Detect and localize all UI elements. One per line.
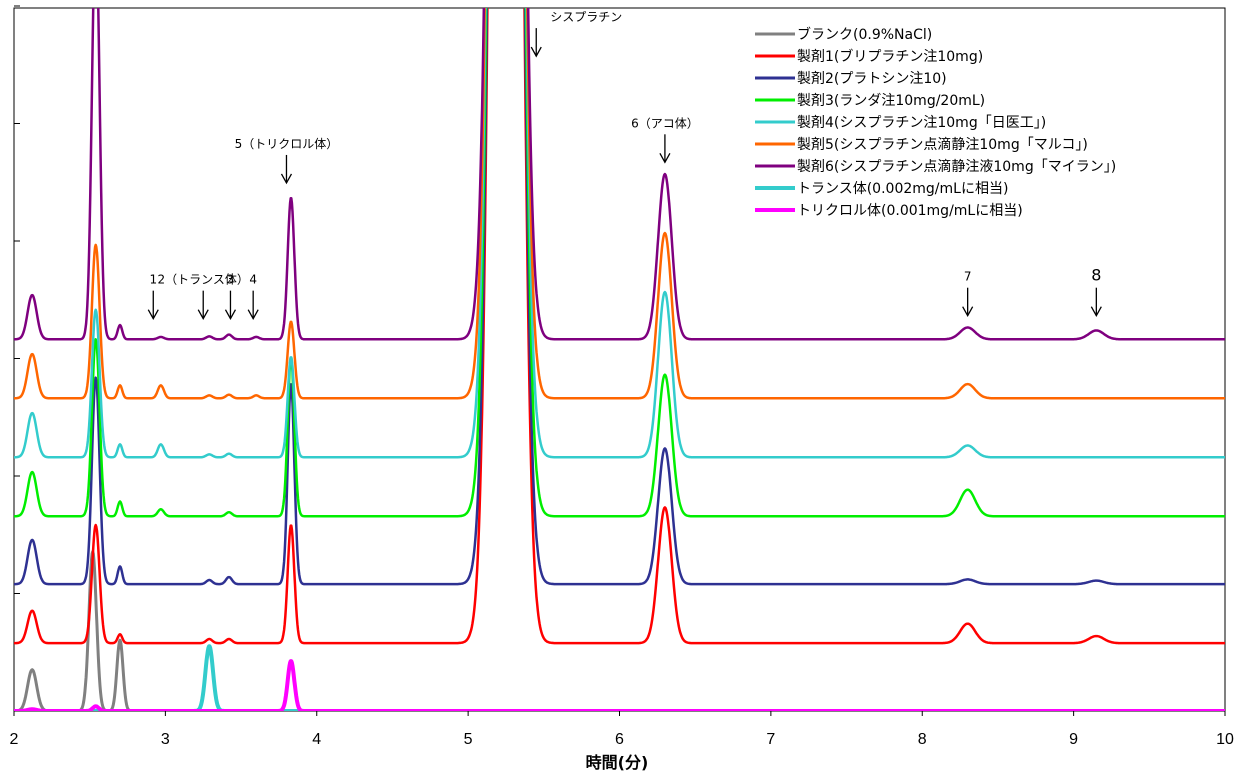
x-tick-label: 8 [918,731,927,748]
legend-entry: トランス体(0.002mg/mLに相当) [797,181,1008,197]
x-tick-label: 5 [464,731,473,748]
annotation-arrowhead [147,309,159,320]
annotation-label: 1 [149,273,157,287]
annotation-label: 8 [1091,266,1101,285]
series-line [14,644,1225,711]
annotation-label: シスプラチン [550,10,622,24]
annotation-arrowhead [280,173,293,185]
x-axis-title: 時間(分) [586,753,649,772]
annotation-label: 7 [964,270,972,284]
series-line [14,8,1225,459]
annotation-arrowhead [530,46,542,58]
series-line [14,8,1225,518]
legend-entry: 製剤5(シスプラチン点滴静注10mg「マルコ」) [797,136,1088,153]
annotation-arrowhead [962,306,974,318]
series-line [14,8,1225,645]
annotation-arrowhead [197,309,209,320]
x-tick-label: 4 [312,731,321,748]
series-line [14,8,1225,400]
x-tick-label: 2 [10,731,19,748]
series-line [14,8,1225,586]
legend: ブランク(0.9%NaCl) 製剤1(ブリプラチン注10mg) 製剤2(プラトシン注… [755,26,1116,219]
x-axis-ticks: 2 3 4 5 6 7 8 9 10 [10,711,1234,748]
series-line [14,550,1225,711]
legend-entry: 製剤4(シスプラチン注10mg「日医工」) [797,115,1046,131]
x-tick-label: 7 [766,731,775,748]
x-tick-label: 10 [1216,731,1234,748]
annotation-label: 2（トランス体） [158,273,249,287]
legend-entry: 製剤1(ブリプラチン注10mg) [797,48,983,65]
x-tick-label: 3 [161,731,170,748]
annotation-arrowhead [247,309,259,320]
legend-entry: 製剤2(プラトシン注10) [797,71,947,87]
peak-annotations: 1 2（トランス体）3 4 5（トリクロル体） シスプラチン 6（アコ体） 7 8 [147,10,1102,320]
annotation-arrowhead [224,309,237,320]
legend-entry: 製剤3(ランダ注10mg/20mL) [797,93,985,109]
legend-entry: 製剤6(シスプラチン点滴静注液10mg「マイラン」) [797,158,1116,175]
plot-area-border [13,7,1226,712]
annotation-arrowhead [659,152,671,164]
y-axis-ticks [14,5,20,594]
x-tick-label: 6 [615,731,624,748]
annotation-label: 4 [249,273,257,287]
annotation-label: 3 [227,273,235,287]
annotation-label: 6（アコ体） [631,116,699,130]
chromatogram-traces [14,8,1225,711]
series-line [14,8,1225,341]
x-tick-label: 9 [1069,731,1078,748]
plot-frame [13,7,1226,712]
legend-entry: ブランク(0.9%NaCl) [797,26,932,43]
annotation-label: 5（トリクロル体） [235,137,339,151]
series-line [14,659,1225,711]
annotation-arrowhead [1090,306,1102,318]
legend-entry: トリクロル体(0.001mg/mLに相当) [797,203,1023,219]
